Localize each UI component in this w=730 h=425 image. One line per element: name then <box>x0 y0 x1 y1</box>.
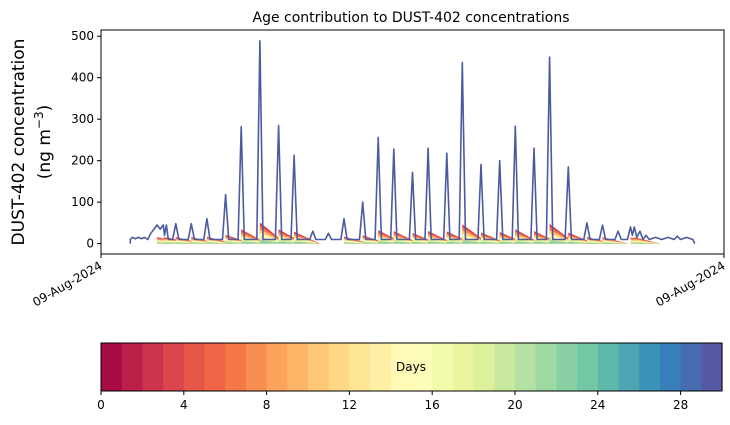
y-axis: 0 100 200 300 400 500 <box>71 29 101 251</box>
colorbar-bin <box>494 343 516 391</box>
colorbar-bin <box>266 343 288 391</box>
colorbar-bin <box>597 343 620 391</box>
colorbar-tick-label: 16 <box>425 398 440 412</box>
colorbar-bin <box>411 343 433 391</box>
age-band <box>481 241 508 244</box>
age-band <box>568 241 595 244</box>
colorbar-bin <box>515 343 537 391</box>
y-tick-label: 0 <box>86 237 94 251</box>
colorbar-bin <box>163 343 185 391</box>
y-axis-label: DUST-402 concentration (ng m−3) <box>9 39 55 246</box>
x-axis: 09-Aug-2024 09-Aug-2024 <box>30 254 728 309</box>
age-band <box>634 242 661 244</box>
colorbar-tick-label: 28 <box>673 398 688 412</box>
colorbar-bin <box>701 343 723 391</box>
chart-title: Age contribution to DUST-402 concentrati… <box>253 10 570 26</box>
y-tick-label: 300 <box>71 112 94 126</box>
colorbar-tick-label: 20 <box>507 398 522 412</box>
colorbar-bin <box>452 343 475 391</box>
colorbar-bin <box>473 343 495 391</box>
y-tick-label: 200 <box>71 154 94 168</box>
age-band <box>412 241 439 244</box>
age-band <box>549 240 576 244</box>
age-band <box>378 241 405 244</box>
age-band <box>428 241 455 244</box>
y-tick-label: 400 <box>71 71 94 85</box>
colorbar-bin <box>577 343 599 391</box>
colorbar-bin <box>390 343 413 391</box>
age-ramp-group <box>481 232 508 244</box>
colorbar-bin <box>680 343 702 391</box>
colorbar-bin <box>618 343 640 391</box>
age-band <box>533 241 561 244</box>
colorbar-bin <box>245 343 268 391</box>
age-band <box>259 240 287 244</box>
plot-frame <box>100 29 725 255</box>
colorbar-bin <box>287 343 309 391</box>
colorbar-bin <box>659 343 682 391</box>
y-tick-label: 500 <box>71 29 94 43</box>
colorbar-tick-label: 24 <box>590 398 605 412</box>
colorbar-bin <box>535 343 557 391</box>
age-band <box>278 241 305 244</box>
colorbar-tick-label: 12 <box>342 398 357 412</box>
x-tick-label: 09-Aug-2024 <box>30 258 104 309</box>
colorbar-tick-label: 0 <box>97 398 105 412</box>
colorbar-bin <box>183 343 206 391</box>
colorbar-bin <box>370 343 392 391</box>
colorbar-bin <box>349 343 371 391</box>
colorbar-bins <box>101 343 723 391</box>
colorbar: Days 0 4 8 12 16 20 24 28 <box>97 342 723 412</box>
age-band <box>602 242 629 244</box>
y-axis-label-line1: DUST-402 concentration <box>9 39 29 246</box>
colorbar-bin <box>225 343 247 391</box>
y-tick-label: 100 <box>71 195 94 209</box>
colorbar-label: Days <box>396 360 426 374</box>
colorbar-bin <box>639 343 661 391</box>
colorbar-bin <box>101 343 123 391</box>
age-band <box>294 241 321 244</box>
colorbar-bin <box>432 343 454 391</box>
series-total-line <box>129 40 696 244</box>
y-axis-label-line2: (ng m−3) <box>32 105 55 180</box>
colorbar-bin <box>556 343 578 391</box>
age-ramp-group <box>634 237 661 244</box>
colorbar-frame <box>100 342 723 392</box>
colorbar-bin <box>121 343 143 391</box>
colorbar-bin <box>328 343 350 391</box>
colorbar-tick-label: 4 <box>180 398 188 412</box>
colorbar-bin <box>308 343 330 391</box>
age-band <box>462 240 489 244</box>
age-band <box>241 241 268 244</box>
colorbar-bin <box>204 343 226 391</box>
age-ramp-group <box>294 231 321 244</box>
colorbar-bin <box>142 343 164 391</box>
plot-area <box>129 40 696 244</box>
x-tick-label: 09-Aug-2024 <box>653 258 727 309</box>
colorbar-tick-label: 8 <box>263 398 271 412</box>
colorbar-ticks: 0 4 8 12 16 20 24 28 <box>97 391 688 412</box>
